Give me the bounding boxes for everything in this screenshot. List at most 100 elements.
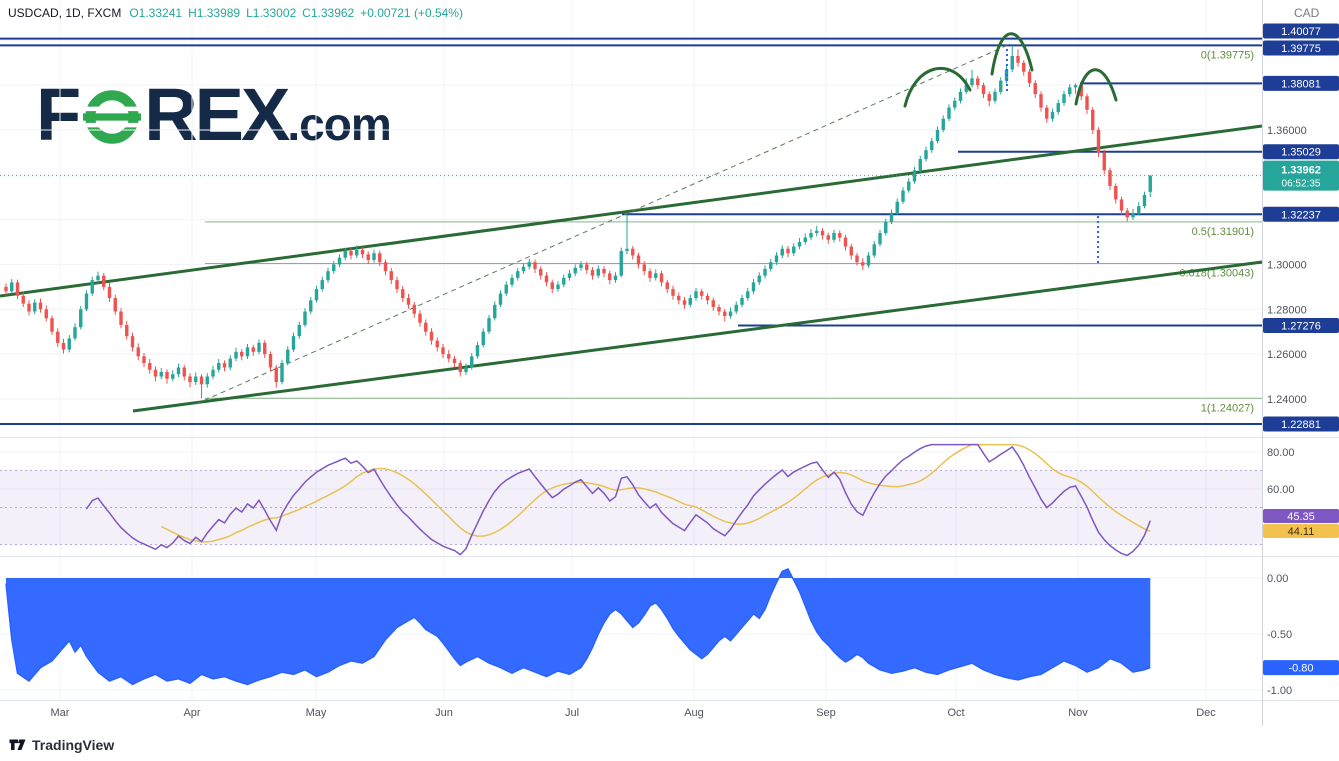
- price-axis[interactable]: 1.36000 1.30000 1.28000 1.26000 1.24000 1.400…: [1263, 23, 1339, 698]
- candle-body: [314, 289, 319, 301]
- candle-body: [665, 282, 669, 290]
- candle-body: [510, 277, 514, 285]
- price-level-badge: [1263, 416, 1339, 432]
- candle-body: [907, 181, 911, 191]
- svg-text:Nov: Nov: [1068, 707, 1088, 719]
- candle-body: [366, 254, 370, 260]
- candle-body: [320, 280, 324, 290]
- axis-currency-label: CAD: [1294, 6, 1320, 20]
- rsi-line: [85, 443, 1151, 557]
- svg-text:44.11: 44.11: [1288, 526, 1315, 538]
- candle-body: [56, 331, 60, 343]
- gridlines: [0, 0, 1262, 700]
- candle-body: [1068, 87, 1072, 95]
- candle-body: [50, 318, 54, 332]
- candle-body: [182, 367, 186, 377]
- candle-body: [33, 302, 37, 312]
- candle-body: [849, 246, 853, 256]
- candle-body: [688, 298, 692, 305]
- candle-body: [751, 282, 756, 292]
- candle-body: [866, 255, 871, 266]
- svg-text:1.26000: 1.26000: [1267, 349, 1307, 361]
- candle-body: [228, 358, 232, 368]
- candle-body: [142, 356, 146, 364]
- candle-body: [1142, 194, 1147, 207]
- candle-body: [217, 363, 221, 370]
- tradingview-attribution[interactable]: TradingView: [8, 735, 114, 754]
- candle-body: [981, 85, 986, 95]
- candle-body: [188, 376, 192, 383]
- candle-body: [412, 304, 416, 314]
- rsi-plot: [85, 443, 1151, 557]
- candle-body: [199, 376, 204, 385]
- candle-body: [815, 230, 819, 234]
- candle-body: [999, 80, 1003, 92]
- candle-body: [1033, 82, 1037, 95]
- candle-body: [245, 347, 250, 357]
- candle-body: [832, 233, 836, 240]
- current-price-badge: [1263, 160, 1339, 191]
- candle-body: [470, 356, 474, 368]
- candle-body: [389, 271, 393, 281]
- candle-body: [717, 307, 721, 312]
- candle-body: [1137, 206, 1141, 213]
- candle-body: [567, 273, 572, 278]
- candle-body: [10, 282, 14, 292]
- candle-body: [113, 298, 117, 312]
- candle-body: [746, 291, 750, 299]
- candle-body: [493, 304, 497, 319]
- candle-body: [257, 342, 261, 352]
- ohlc-open: O1.33241: [129, 6, 183, 20]
- rsi-value-badge: [1263, 524, 1339, 538]
- svg-text:Jul: Jul: [565, 707, 579, 719]
- candle-body: [590, 270, 595, 276]
- candle-body: [4, 286, 8, 292]
- svg-text:May: May: [306, 707, 327, 719]
- candle-body: [1039, 94, 1043, 108]
- candle-body: [705, 295, 710, 301]
- tradingview-logo-icon[interactable]: [8, 735, 27, 754]
- candle-body: [924, 150, 928, 160]
- svg-text:1.32237: 1.32237: [1281, 209, 1321, 221]
- candle-body: [1119, 199, 1124, 211]
- candle-body: [809, 233, 813, 238]
- candle-body: [562, 277, 566, 285]
- svg-text:-1.00: -1.00: [1267, 685, 1292, 697]
- candle-body: [1102, 152, 1106, 171]
- time-axis[interactable]: Mar Apr May Jun Jul Aug Sep Oct Nov Dec: [51, 707, 1217, 719]
- symbol-legend[interactable]: USDCAD, 1D, FXCM O1.33241 H1.33989 L1.33002…: [8, 6, 469, 20]
- candle-body: [786, 248, 790, 254]
- candle-body: [125, 324, 129, 337]
- horizontal-levels: [0, 37, 1262, 425]
- svg-text:Aug: Aug: [684, 707, 704, 719]
- candle-body: [435, 340, 439, 348]
- svg-text:0(1.39775): 0(1.39775): [1201, 49, 1254, 61]
- candle-body: [309, 300, 313, 312]
- candle-body: [452, 358, 457, 364]
- svg-text:60.00: 60.00: [1267, 484, 1295, 496]
- candle-body: [1016, 56, 1020, 63]
- ohlc-low: L1.33002: [246, 6, 297, 20]
- symbol-title[interactable]: USDCAD, 1D, FXCM: [8, 6, 122, 20]
- pattern-arcs: [903, 32, 1118, 108]
- price-level-badge: [1263, 75, 1339, 91]
- candle-body: [429, 331, 434, 341]
- candle-body: [550, 282, 554, 290]
- candle-body: [596, 268, 600, 276]
- tradingview-logo-text[interactable]: TradingView: [32, 736, 115, 753]
- candle-body: [843, 237, 848, 247]
- price-level-badge: [1263, 23, 1339, 39]
- candle-body: [1108, 170, 1112, 186]
- fib-retracement: 0(1.39775)0.5(1.31901)0.618(1.30043)1(1.…: [205, 44, 1262, 414]
- candle-body: [573, 267, 577, 274]
- forex-logo-o-icon: [83, 90, 142, 144]
- svg-text:1(1.24027): 1(1.24027): [1201, 402, 1254, 414]
- candle-body: [498, 293, 503, 305]
- candle-body: [441, 347, 445, 355]
- candle-body: [136, 347, 140, 357]
- candle-body: [194, 376, 198, 383]
- candle-body: [73, 327, 77, 339]
- candle-body: [964, 85, 968, 92]
- candle-body: [401, 289, 405, 299]
